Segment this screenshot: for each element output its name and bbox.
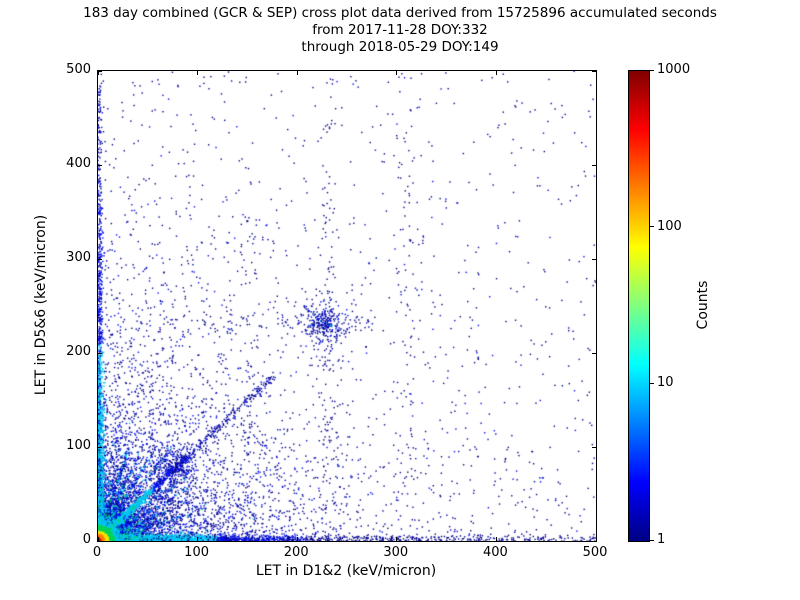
x-tick-mark-top <box>595 71 597 75</box>
x-tick-mark-top <box>97 71 99 75</box>
y-tick-mark-right <box>592 446 596 448</box>
y-tick-mark-right <box>592 540 596 542</box>
x-tick-mark <box>197 537 199 541</box>
x-tick-mark <box>97 537 99 541</box>
x-tick-label: 0 <box>92 545 102 560</box>
y-tick-label: 400 <box>66 156 91 171</box>
y-tick-mark-right <box>592 70 596 72</box>
plot-subtitle-through: through 2018-05-29 DOY:149 <box>301 39 499 55</box>
colorbar-gradient <box>629 71 649 541</box>
y-tick-label: 500 <box>66 62 91 77</box>
colorbar-tick-mark <box>650 382 654 384</box>
x-tick-mark <box>296 537 298 541</box>
y-tick-label: 0 <box>82 532 91 547</box>
y-tick-mark-right <box>592 164 596 166</box>
x-tick-mark-top <box>296 71 298 75</box>
x-tick-mark <box>495 537 497 541</box>
x-axis-label: LET in D1&2 (keV/micron) <box>255 563 437 579</box>
x-tick-label: 500 <box>582 545 608 560</box>
plot-area <box>97 70 597 542</box>
colorbar-label: Counts <box>695 280 711 330</box>
x-tick-mark <box>396 537 398 541</box>
colorbar-tick-mark <box>650 539 654 541</box>
colorbar-tick-label: 1 <box>657 532 666 547</box>
colorbar-tick-label: 10 <box>657 375 674 391</box>
y-tick-mark <box>98 540 102 542</box>
y-tick-mark <box>98 446 102 448</box>
scatter-canvas <box>98 71 596 541</box>
plot-subtitle-from: from 2017-11-28 DOY:332 <box>312 22 488 38</box>
y-tick-mark-right <box>592 258 596 260</box>
x-tick-label: 300 <box>383 545 409 560</box>
y-tick-mark <box>98 164 102 166</box>
colorbar-tick-mark <box>650 69 654 71</box>
y-tick-mark <box>98 70 102 72</box>
x-tick-label: 100 <box>184 545 210 560</box>
y-tick-mark-right <box>592 352 596 354</box>
x-tick-mark-top <box>197 71 199 75</box>
y-axis-label: LET in D5&6 (keV/micron) <box>33 214 49 396</box>
colorbar <box>628 70 650 542</box>
plot-title: 183 day combined (GCR & SEP) cross plot … <box>83 5 717 21</box>
y-tick-label: 200 <box>66 344 91 359</box>
y-tick-label: 300 <box>66 250 91 265</box>
y-tick-label: 100 <box>66 438 91 453</box>
y-tick-mark <box>98 352 102 354</box>
y-tick-mark <box>98 258 102 260</box>
x-tick-mark <box>595 537 597 541</box>
x-tick-mark-top <box>495 71 497 75</box>
x-tick-mark-top <box>396 71 398 75</box>
colorbar-tick-label: 1000 <box>657 62 691 77</box>
colorbar-tick-label: 100 <box>657 218 682 234</box>
x-tick-label: 200 <box>283 545 309 560</box>
x-tick-label: 400 <box>482 545 508 560</box>
colorbar-tick-mark <box>650 226 654 228</box>
